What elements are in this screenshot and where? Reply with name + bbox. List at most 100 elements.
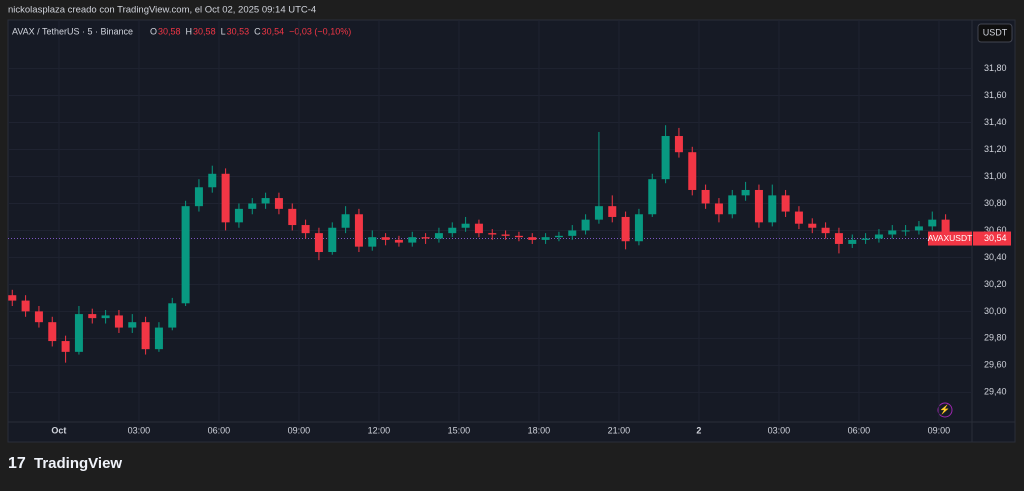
candle-body	[34, 311, 43, 323]
candle-body	[728, 195, 737, 215]
x-tick-label: 06:00	[848, 425, 871, 435]
candle-body	[368, 237, 377, 247]
y-tick-label: 31,20	[984, 144, 1007, 154]
y-tick-label: 29,60	[984, 360, 1007, 370]
candle-body	[541, 237, 550, 240]
candle-body	[754, 189, 763, 223]
candle-body	[474, 223, 483, 234]
candle-body	[434, 233, 443, 239]
candle-body	[501, 234, 510, 236]
ohlc-value: 30,58	[158, 26, 181, 36]
logo-mark: 17	[8, 455, 26, 472]
candle-body	[288, 208, 297, 226]
candle-body	[821, 227, 830, 234]
x-tick-label: 03:00	[768, 425, 791, 435]
y-tick-label: 30,80	[984, 198, 1007, 208]
price-tag-label: 30,54	[984, 233, 1007, 243]
candle-body	[61, 341, 70, 352]
x-tick-label: 09:00	[288, 425, 311, 435]
x-tick-label: 12:00	[368, 425, 391, 435]
candle-body	[488, 233, 497, 235]
candle-body	[448, 227, 457, 234]
y-tick-label: 31,40	[984, 117, 1007, 127]
candle-body	[848, 239, 857, 244]
candle-body	[608, 206, 617, 217]
candle-body	[274, 198, 283, 209]
ohlc-key: C	[254, 26, 261, 36]
x-tick-label: 21:00	[608, 425, 631, 435]
x-tick-label: 06:00	[208, 425, 231, 435]
candle-body	[141, 322, 150, 350]
y-tick-label: 31,00	[984, 171, 1007, 181]
candle-body	[568, 230, 577, 236]
candle-body	[888, 230, 897, 235]
brand: TradingView	[34, 455, 122, 472]
candle-body	[154, 327, 163, 350]
symbol-tag	[928, 231, 972, 246]
candle-body	[581, 219, 590, 231]
candle-body	[181, 206, 190, 304]
footer-logo: 17 TradingView	[8, 455, 122, 472]
ohlc-key: O	[150, 26, 157, 36]
candle-body	[408, 237, 417, 243]
candle-body	[674, 136, 683, 153]
candle-body	[421, 237, 430, 239]
candle-body	[594, 206, 603, 220]
candle-body	[128, 322, 137, 328]
alert-icon[interactable]	[937, 402, 953, 418]
candle-body	[341, 214, 350, 228]
credit: nickolasplaza creado con TradingView.com…	[8, 5, 316, 16]
candle-body	[194, 187, 203, 207]
ohlc-value: 30,53	[227, 26, 250, 36]
candle-body	[48, 322, 57, 342]
candle-body	[634, 214, 643, 242]
candle-body	[261, 198, 270, 204]
x-tick-label: 15:00	[448, 425, 471, 435]
candle-body	[781, 195, 790, 212]
candle-body	[528, 237, 537, 240]
chart-panel	[7, 19, 1016, 443]
candle-body	[834, 233, 843, 244]
ohlc-value: 30,58	[193, 26, 216, 36]
candle-body	[21, 300, 30, 312]
y-tick-label: 30,60	[984, 225, 1007, 235]
x-tick-label: 2	[696, 425, 701, 435]
x-tick-label: 18:00	[528, 425, 551, 435]
candle-body	[114, 315, 123, 328]
chart-title: AVAX / TetherUS · 5 · Binance	[12, 26, 133, 36]
candle-body	[768, 195, 777, 223]
candle-body	[621, 216, 630, 242]
candle-body	[714, 203, 723, 215]
candle-body	[234, 208, 243, 223]
ohlc-key: L	[221, 26, 226, 36]
y-tick-label: 29,40	[984, 387, 1007, 397]
candle-body	[928, 219, 937, 227]
candle-body	[394, 239, 403, 243]
candle-body	[514, 235, 523, 238]
price-tag	[973, 231, 1011, 246]
candle-body	[88, 314, 97, 319]
candle-body	[248, 203, 257, 209]
candle-body	[354, 214, 363, 247]
candle-body	[661, 136, 670, 180]
candles	[8, 125, 950, 363]
candle-body	[381, 237, 390, 240]
candle-body	[208, 173, 217, 188]
currency: USDT	[983, 27, 1008, 37]
candle-body	[901, 230, 910, 232]
candle-body	[554, 235, 563, 238]
candle-body	[874, 234, 883, 239]
y-tick-label: 29,80	[984, 333, 1007, 343]
candle-body	[314, 233, 323, 253]
alert-bolt: ⚡	[939, 403, 950, 415]
candle-body	[328, 227, 337, 253]
candle-body	[221, 173, 230, 223]
x-tick-label: 03:00	[128, 425, 151, 435]
candle-body	[941, 219, 950, 239]
currency-button[interactable]	[977, 23, 1013, 43]
y-tick-label: 30,40	[984, 252, 1007, 262]
x-tick-label: Oct	[51, 425, 66, 435]
candle-body	[101, 315, 110, 319]
